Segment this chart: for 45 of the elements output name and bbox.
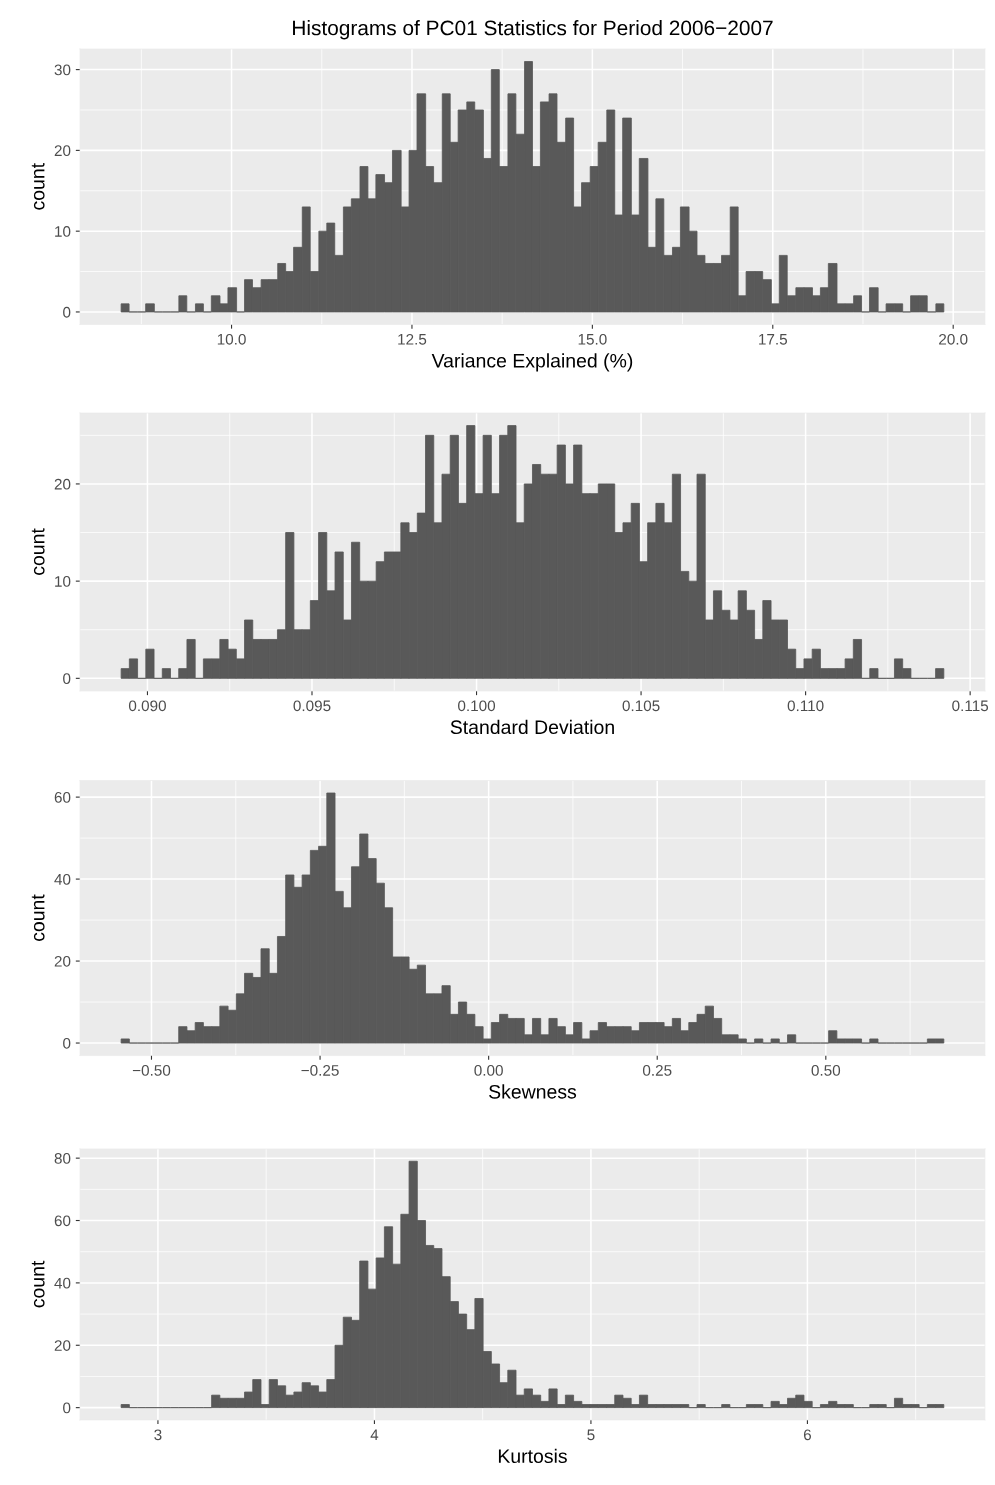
x-tick-label: 0.090	[128, 700, 166, 712]
y-tick-label: 40	[54, 1277, 71, 1289]
y-tick-label: 40	[54, 873, 71, 885]
x-tick-label: 10.0	[217, 333, 246, 345]
y-tick-label: 10	[55, 226, 71, 237]
x-tick-label: 0.105	[622, 700, 660, 712]
x-tick-label: 0.095	[293, 700, 331, 712]
y-tick-label: 20	[54, 478, 71, 490]
x-tick-label: 0.115	[952, 700, 989, 712]
x-tick-label: 0.25	[642, 1064, 672, 1076]
y-axis-title: count	[31, 1260, 45, 1308]
y-tick-label: 30	[54, 64, 71, 76]
x-axis-title: Variance Explained (%)	[431, 353, 633, 372]
y-tick-label: 20	[54, 1340, 71, 1351]
y-axis-title: count	[31, 528, 45, 575]
y-tick-label: 0	[63, 306, 71, 318]
x-tick-label: 20.0	[939, 333, 968, 345]
x-tick-label: −0.25	[301, 1064, 339, 1076]
y-tick-label: 0	[63, 1402, 71, 1414]
y-tick-label: 20	[54, 145, 71, 157]
x-tick-label: 5	[587, 1429, 595, 1441]
x-tick-label: 0.100	[458, 700, 496, 712]
y-tick-label: 10	[55, 576, 71, 587]
x-axis-title: Skewness	[489, 1084, 577, 1099]
y-tick-label: 80	[54, 1153, 71, 1164]
x-tick-label: 15.0	[578, 333, 607, 345]
x-axis-title: Kurtosis	[498, 1448, 567, 1464]
x-tick-label: 0.00	[474, 1064, 503, 1076]
x-tick-label: 0.50	[811, 1064, 841, 1076]
y-tick-label: 60	[54, 791, 71, 803]
y-tick-label: 0	[63, 1037, 71, 1049]
x-tick-label: 6	[803, 1429, 811, 1441]
x-axis-title: Standard Deviation	[450, 719, 614, 735]
y-axis-title: count	[31, 894, 45, 941]
y-tick-label: 20	[54, 955, 71, 967]
x-tick-label: −0.50	[132, 1064, 171, 1076]
x-tick-label: 3	[154, 1429, 162, 1441]
x-tick-label: 12.5	[398, 333, 427, 345]
y-axis-title: count	[31, 163, 45, 210]
x-tick-label: 4	[370, 1429, 379, 1441]
y-tick-label: 60	[54, 1215, 71, 1227]
x-tick-label: 0.110	[787, 700, 824, 712]
chart-title: Histograms of PC01 Statistics for Period 2006−2007	[293, 20, 773, 40]
y-tick-label: 0	[63, 673, 71, 685]
x-tick-label: 17.5	[759, 334, 788, 345]
